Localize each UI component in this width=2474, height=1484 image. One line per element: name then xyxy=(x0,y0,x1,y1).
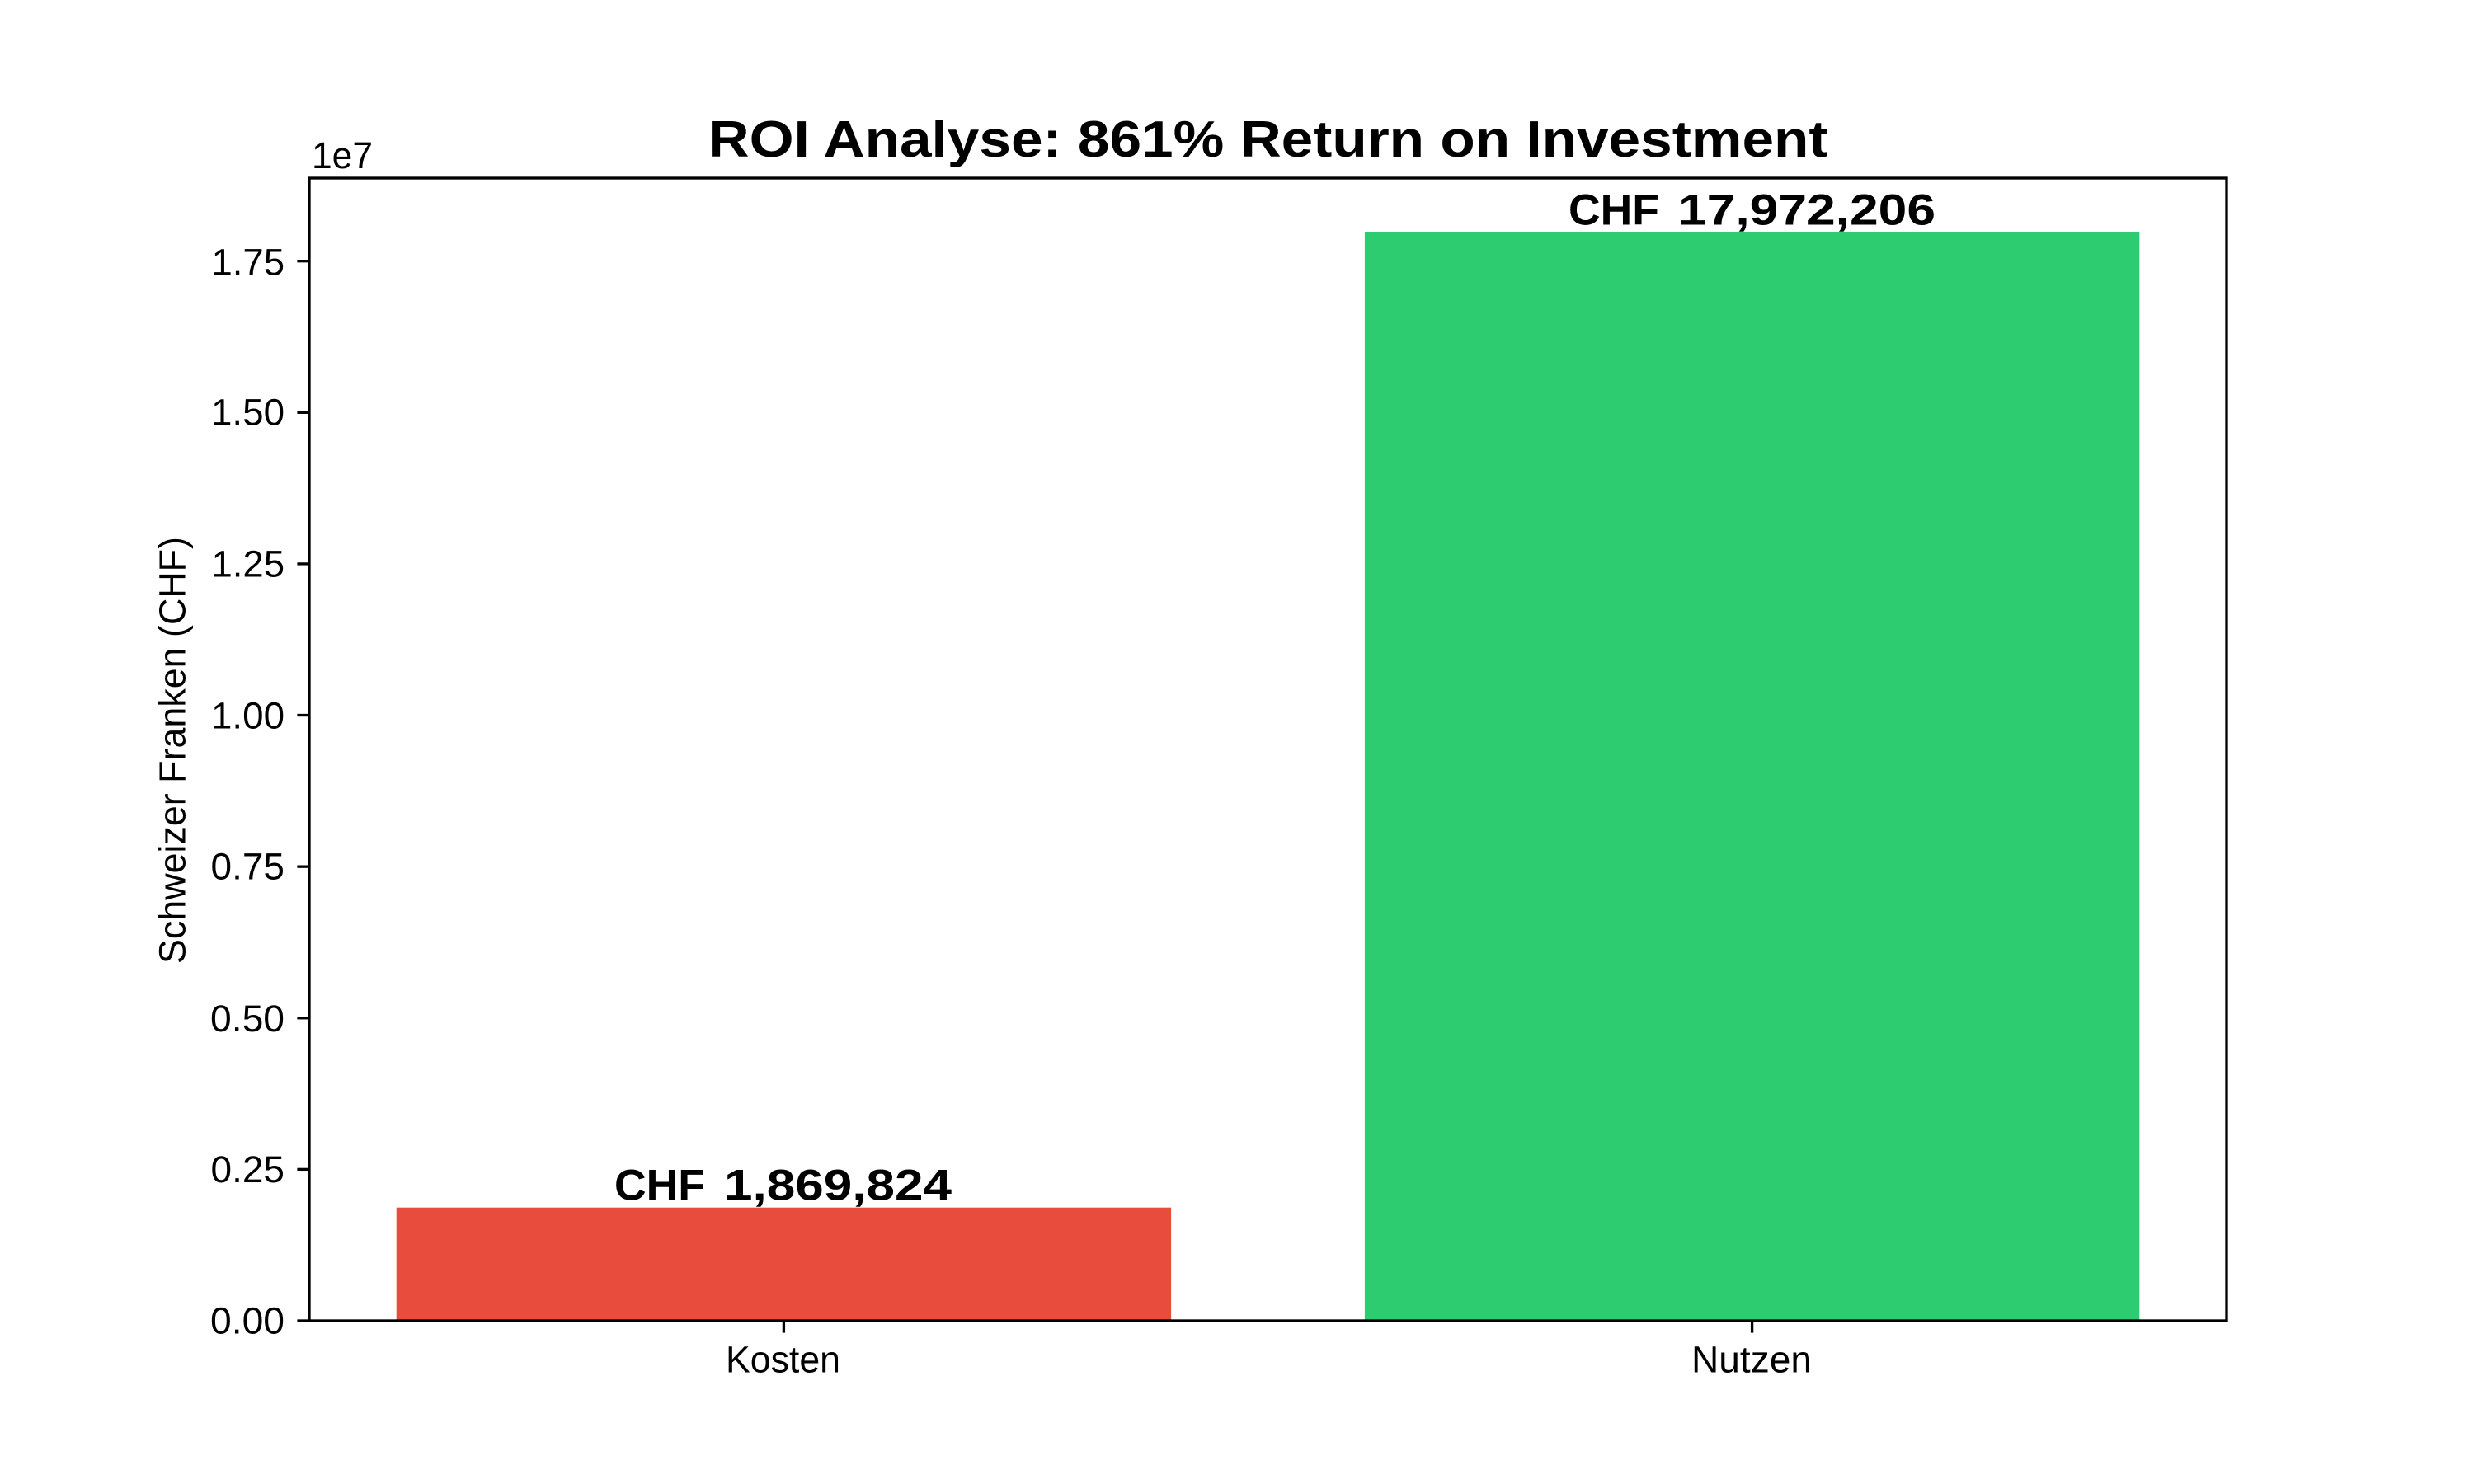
svg-text:0.25: 0.25 xyxy=(211,1148,285,1190)
svg-text:0.50: 0.50 xyxy=(210,998,285,1040)
svg-text:ROI Analyse: 861% Return on In: ROI Analyse: 861% Return on Investment xyxy=(708,111,1828,168)
svg-text:Schweizer Franken (CHF): Schweizer Franken (CHF) xyxy=(152,537,194,964)
svg-text:Nutzen: Nutzen xyxy=(1691,1339,1812,1381)
svg-text:0.00: 0.00 xyxy=(210,1300,285,1342)
svg-text:1.75: 1.75 xyxy=(212,242,285,284)
svg-text:Kosten: Kosten xyxy=(726,1339,840,1381)
svg-text:CHF: CHF xyxy=(614,1162,705,1210)
svg-text:1.25: 1.25 xyxy=(212,543,285,585)
svg-text:1e7: 1e7 xyxy=(312,134,373,176)
svg-text:1.00: 1.00 xyxy=(211,695,285,737)
svg-text:1,869,824: 1,869,824 xyxy=(724,1162,952,1210)
svg-text:0.75: 0.75 xyxy=(211,846,285,888)
svg-text:CHF: CHF xyxy=(1569,186,1659,235)
svg-text:1.50: 1.50 xyxy=(211,392,285,434)
svg-text:17,972,206: 17,972,206 xyxy=(1678,186,1935,235)
